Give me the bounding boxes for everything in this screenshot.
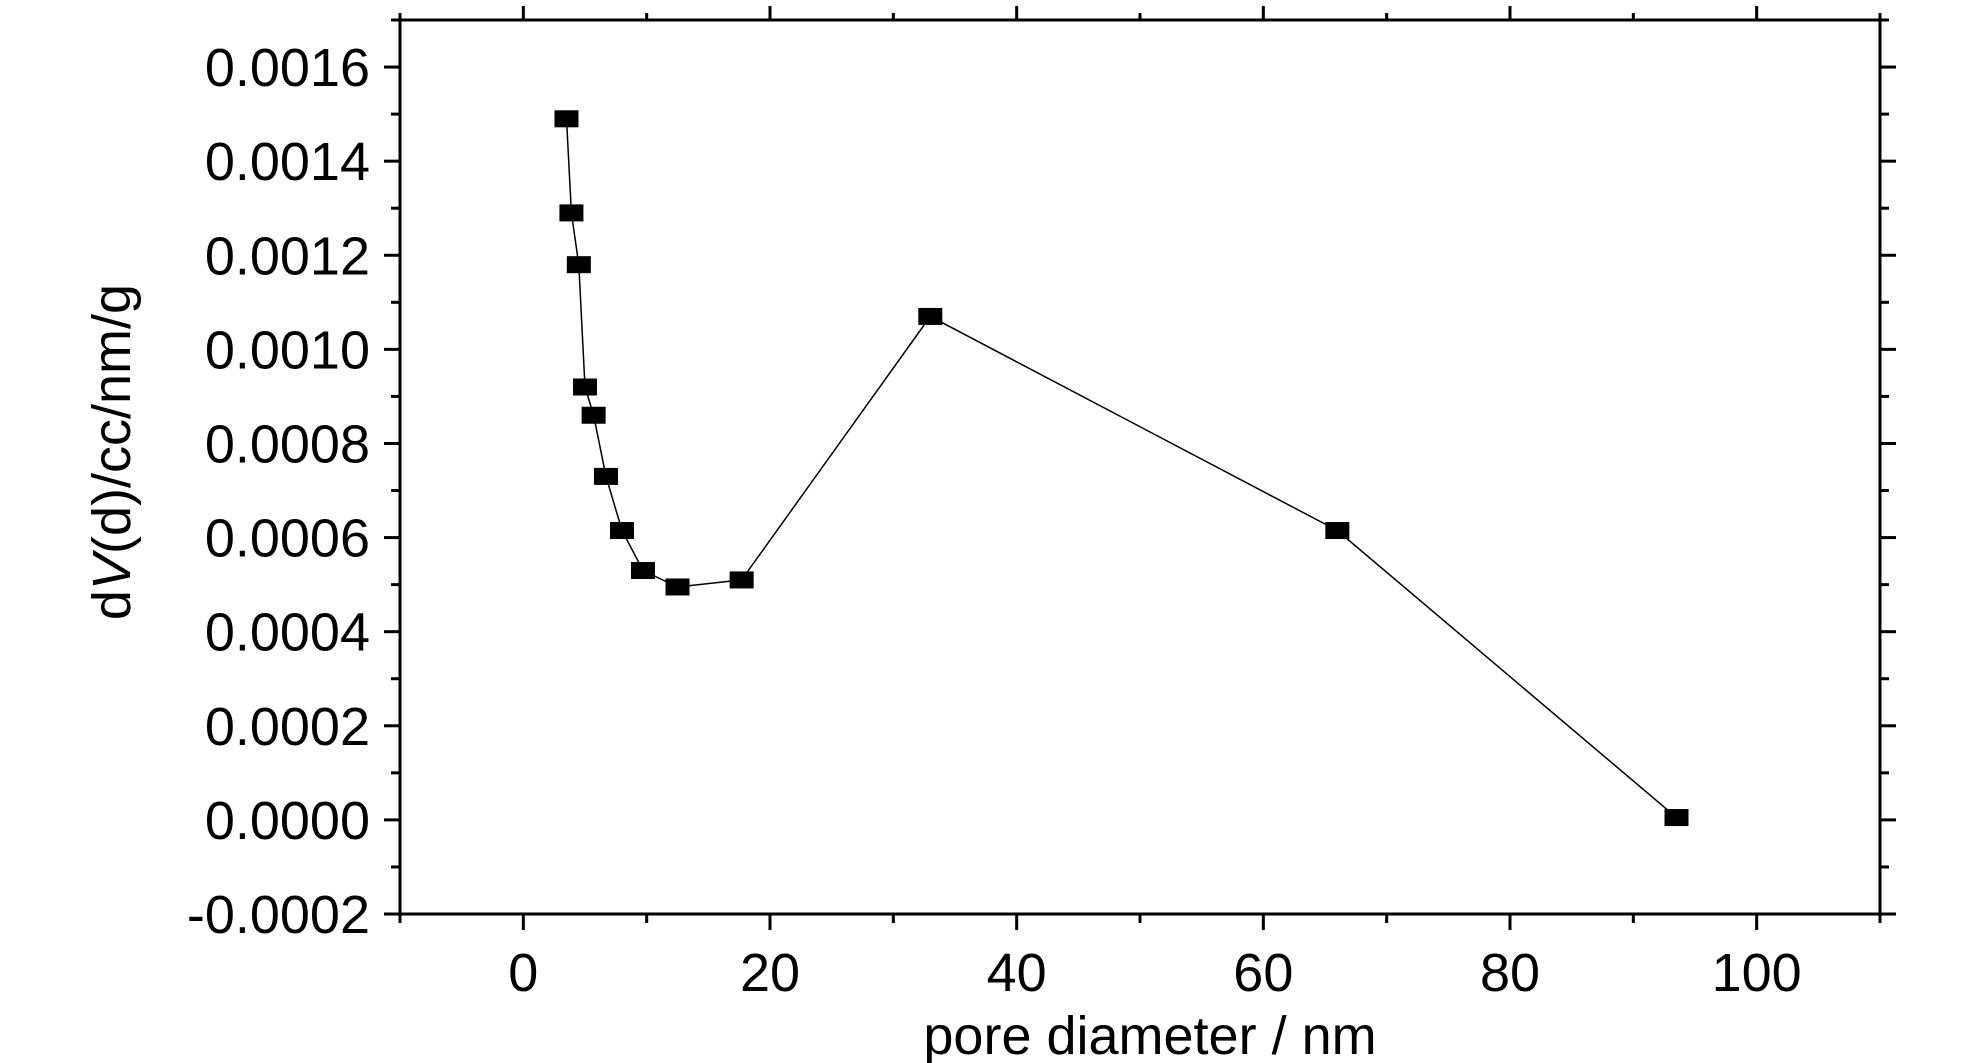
y-tick-label: 0.0000 — [205, 791, 370, 851]
data-point-marker — [729, 571, 754, 589]
y-tick-label: 0.0002 — [205, 697, 370, 757]
x-tick-label: 80 — [1480, 943, 1540, 1003]
series-line — [565, 118, 1677, 819]
data-point-marker — [918, 307, 943, 325]
data-point-marker — [593, 467, 618, 485]
data-point-marker — [581, 406, 606, 424]
data-point-marker — [554, 110, 579, 128]
x-tick-label: 100 — [1712, 943, 1802, 1003]
y-axis: -0.0002 0.0000 0.0002 0.0004 0.0006 0.0008 0.0… — [187, 18, 1896, 945]
y-tick-label: -0.0002 — [187, 885, 370, 945]
y-tick-label: 0.0008 — [205, 414, 370, 474]
y-axis-title: dV(d)/cc/nm/g — [82, 284, 142, 620]
x-axis-title: pore diameter / nm — [923, 1006, 1376, 1063]
data-point-marker — [665, 578, 690, 596]
x-tick-label: 60 — [1233, 943, 1293, 1003]
data-point-marker — [573, 378, 597, 396]
x-axis: 0 20 40 60 80 100 — [398, 6, 1882, 1003]
x-tick-label: 40 — [987, 943, 1047, 1003]
data-point-marker — [1325, 522, 1350, 540]
y-tick-label: 0.0006 — [205, 509, 370, 569]
y-tick-label: 0.0016 — [205, 38, 370, 98]
data-point-marker — [566, 256, 591, 274]
y-tick-label: 0.0004 — [205, 603, 370, 663]
x-tick-label: 0 — [508, 943, 538, 1003]
y-tick-label: 0.0010 — [205, 320, 370, 380]
data-point-marker — [630, 562, 655, 580]
data-point-marker — [559, 204, 584, 222]
y-tick-label: 0.0014 — [205, 132, 370, 192]
y-tick-label: 0.0012 — [205, 226, 370, 286]
data-point-marker — [1664, 809, 1689, 827]
data-markers — [554, 110, 1689, 827]
y-axis-title-suffix: (d)/cc/nm/g — [82, 284, 142, 554]
x-tick-label: 20 — [740, 943, 800, 1003]
y-axis-title-prefix: d — [82, 590, 142, 620]
plot-frame — [398, 18, 1882, 916]
data-point-marker — [610, 522, 634, 540]
y-axis-title-italic: V — [82, 549, 142, 590]
